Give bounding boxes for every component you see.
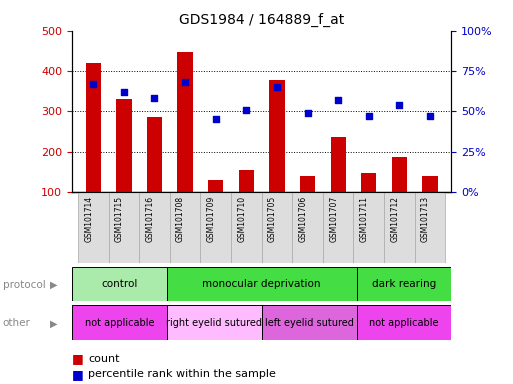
Text: GSM101707: GSM101707 (329, 195, 338, 242)
Text: right eyelid sutured: right eyelid sutured (166, 318, 262, 328)
Bar (72, 267, 167, 301)
Text: GSM101712: GSM101712 (390, 195, 400, 242)
Bar (415, 192, 445, 263)
Text: control: control (101, 279, 137, 289)
Text: GSM101714: GSM101714 (84, 195, 93, 242)
Bar (292, 192, 323, 263)
Bar (353, 192, 384, 263)
Bar (86, 63, 101, 232)
Point (304, 110, 312, 116)
Bar (167, 305, 262, 340)
Point (365, 113, 373, 119)
Bar (177, 52, 193, 232)
Title: GDS1984 / 164889_f_at: GDS1984 / 164889_f_at (179, 13, 344, 27)
Bar (357, 267, 451, 301)
Bar (361, 173, 377, 232)
Bar (357, 305, 451, 340)
Point (273, 84, 281, 90)
Text: ▶: ▶ (50, 280, 58, 290)
Text: other: other (3, 318, 30, 328)
Bar (78, 192, 109, 263)
Bar (208, 180, 223, 232)
Bar (422, 176, 438, 232)
Bar (239, 170, 254, 232)
Point (334, 97, 342, 103)
Bar (392, 157, 407, 232)
Text: GSM101705: GSM101705 (268, 195, 277, 242)
Text: GSM101713: GSM101713 (421, 195, 430, 242)
Point (181, 79, 189, 85)
Bar (139, 192, 170, 263)
Text: monocular deprivation: monocular deprivation (203, 279, 321, 289)
Bar (330, 137, 346, 232)
Text: GSM101716: GSM101716 (146, 195, 154, 242)
Bar (231, 192, 262, 263)
Text: not applicable: not applicable (85, 318, 154, 328)
Text: ▶: ▶ (50, 318, 58, 328)
Bar (201, 192, 231, 263)
Point (396, 102, 404, 108)
Bar (167, 267, 357, 301)
Point (120, 89, 128, 95)
Bar (300, 176, 315, 232)
Text: not applicable: not applicable (369, 318, 439, 328)
Bar (109, 192, 139, 263)
Text: ■: ■ (72, 353, 88, 366)
Bar (262, 305, 357, 340)
Bar (72, 305, 167, 340)
Bar (262, 192, 292, 263)
Point (211, 116, 220, 122)
Bar (170, 192, 201, 263)
Bar (323, 192, 353, 263)
Text: GSM101715: GSM101715 (115, 195, 124, 242)
Text: count: count (88, 354, 120, 364)
Point (89, 81, 97, 87)
Bar (116, 99, 131, 232)
Bar (384, 192, 415, 263)
Bar (269, 80, 285, 232)
Text: GSM101709: GSM101709 (207, 195, 215, 242)
Text: GSM101711: GSM101711 (360, 195, 369, 242)
Text: dark rearing: dark rearing (372, 279, 436, 289)
Point (426, 113, 434, 119)
Point (150, 95, 159, 101)
Text: GSM101710: GSM101710 (238, 195, 246, 242)
Text: GSM101706: GSM101706 (299, 195, 308, 242)
Text: protocol: protocol (3, 280, 45, 290)
Text: GSM101708: GSM101708 (176, 195, 185, 242)
Text: left eyelid sutured: left eyelid sutured (265, 318, 353, 328)
Text: percentile rank within the sample: percentile rank within the sample (88, 369, 276, 379)
Text: ■: ■ (72, 368, 88, 381)
Bar (147, 118, 162, 232)
Point (242, 107, 250, 113)
